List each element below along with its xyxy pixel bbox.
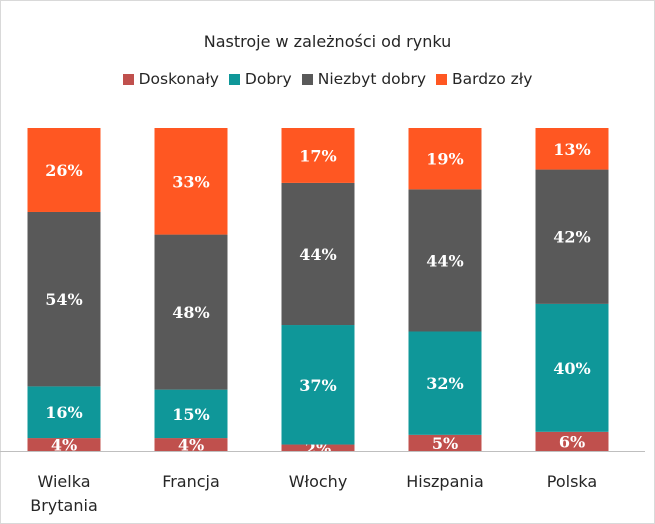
bar-segment-hiszpania-dobry [408,331,482,435]
legend-item-doskonaly: Doskonały [122,70,219,88]
bar-segment-francja-doskonaly [154,438,228,451]
chart-legend: Doskonały Dobry Niezbyt dobry Bardzo zły [0,70,655,88]
bar-segment-francja-dobry [154,389,228,439]
legend-label: Bardzo zły [452,70,533,88]
bar-segment-polska-doskonaly [535,431,609,451]
data-label-wielka-brytania-dobry: 16% [45,403,82,422]
data-label-polska-dobry: 40% [553,359,590,378]
bar-segment-francja-niezbyt-dobry [154,234,228,390]
x-tick-label-francja: Francja [162,472,220,491]
legend-item-bardzo-zly: Bardzo zły [436,70,532,88]
data-label-hiszpania-niezbyt-dobry: 44% [426,251,463,270]
legend-swatch [122,73,134,85]
legend-label: Dobry [244,70,292,88]
bar-segment-wielka-brytania-niezbyt-dobry [27,211,101,387]
x-tick-label-hiszpania: Hiszpania [406,472,484,491]
data-label-polska-bardzo-zly: 13% [553,140,590,159]
x-tick-label-wielka-brytania: Wielka Brytania [30,472,98,515]
legend-item-niezbyt-dobry: Niezbyt dobry [301,70,427,88]
data-label-francja-bardzo-zly: 33% [172,172,209,191]
bar-segment-polska-bardzo-zly [535,128,609,170]
bar-segment-wielka-brytania-doskonaly [27,438,101,451]
bar-segment-wielka-brytania-dobry [27,386,101,439]
legend-item-dobry: Dobry [228,70,292,88]
data-label-polska-doskonaly: 6% [559,432,585,451]
data-label-wlochy-bardzo-zly: 17% [299,146,336,165]
legend-label: Niezbyt dobry [317,70,427,88]
data-label-wlochy-niezbyt-dobry: 44% [299,245,336,264]
legend-label: Doskonały [138,70,219,88]
x-tick-label-wlochy: Włochy [289,472,348,491]
data-label-francja-niezbyt-dobry: 48% [172,303,209,322]
chart-title: Nastroje w zależności od rynku [203,32,452,51]
bar-segment-hiszpania-bardzo-zly [408,128,482,190]
legend-swatch [436,73,448,85]
bar-segment-wlochy-niezbyt-dobry [281,182,355,326]
bar-segment-wlochy-bardzo-zly [281,128,355,183]
x-tick-label-polska: Polska [547,472,597,491]
data-label-francja-dobry: 15% [172,405,209,424]
data-label-polska-niezbyt-dobry: 42% [553,228,590,247]
data-label-hiszpania-dobry: 32% [426,374,463,393]
bar-segment-wlochy-dobry [281,325,355,445]
data-label-wielka-brytania-doskonaly: 4% [51,436,77,455]
bar-segment-wielka-brytania-bardzo-zly [27,128,101,212]
data-label-hiszpania-doskonaly: 5% [432,434,458,453]
data-label-hiszpania-bardzo-zly: 19% [426,150,463,169]
bar-segment-polska-dobry [535,303,609,432]
legend-swatch [301,73,313,85]
data-label-francja-doskonaly: 4% [178,436,204,455]
data-label-wlochy-dobry: 37% [299,376,336,395]
bar-segment-hiszpania-niezbyt-dobry [408,189,482,332]
data-label-wielka-brytania-bardzo-zly: 26% [45,161,82,180]
bar-segment-wlochy-doskonaly [281,444,355,451]
bar-segment-polska-niezbyt-dobry [535,169,609,304]
legend-swatch [228,73,240,85]
bar-segment-francja-bardzo-zly [154,128,228,235]
data-label-wielka-brytania-niezbyt-dobry: 54% [45,290,82,309]
bar-segment-hiszpania-doskonaly [408,434,482,451]
